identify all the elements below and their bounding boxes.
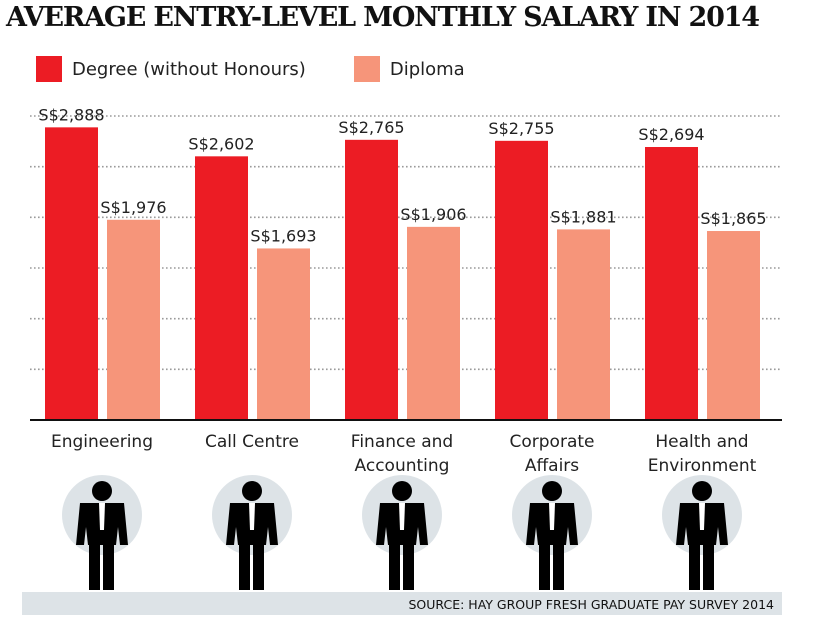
data-label: S$1,881 — [550, 207, 616, 226]
data-label: S$2,765 — [338, 118, 404, 137]
bar-degree — [195, 156, 248, 420]
bar-diploma — [107, 219, 160, 420]
engineer-figure-icon — [62, 475, 142, 590]
chart-title: AVERAGE ENTRY-LEVEL MONTHLY SALARY IN 20… — [6, 2, 760, 33]
legend-item-degree: Degree (without Honours) — [36, 56, 306, 82]
legend-swatch-diploma — [353, 56, 380, 82]
bar-diploma — [407, 226, 460, 420]
data-label: S$2,694 — [638, 125, 704, 144]
data-label: S$1,976 — [100, 198, 166, 217]
category-label: Health and — [655, 432, 748, 452]
bar-degree — [45, 127, 98, 420]
corporate-figure-icon — [512, 475, 592, 590]
data-label: S$1,693 — [250, 226, 316, 245]
data-label: S$1,906 — [400, 205, 466, 224]
category-label: Corporate — [510, 432, 595, 452]
call-centre-figure-icon — [212, 475, 292, 590]
bar-diploma — [257, 248, 310, 420]
source-note: SOURCE: HAY GROUP FRESH GRADUATE PAY SUR… — [22, 592, 782, 615]
bar-diploma — [557, 229, 610, 420]
data-label: S$2,888 — [38, 105, 104, 124]
category-label: Call Centre — [205, 432, 299, 452]
category-label: Environment — [648, 456, 757, 476]
category-label: Accounting — [355, 456, 450, 476]
category-label: Engineering — [51, 432, 153, 452]
data-label: S$2,602 — [188, 134, 254, 153]
finance-figure-icon — [362, 475, 442, 590]
category-label: Affairs — [525, 456, 579, 476]
bar-degree — [495, 140, 548, 420]
legend-item-diploma: Diploma — [353, 56, 465, 82]
legend: Degree (without Honours) Diploma — [36, 56, 513, 82]
data-label: S$1,865 — [700, 209, 766, 228]
legend-swatch-degree — [36, 56, 62, 82]
bar-diploma — [707, 231, 760, 420]
bar-degree — [345, 139, 398, 420]
bar-degree — [645, 147, 698, 420]
health-figure-icon — [662, 475, 742, 590]
category-label: Finance and — [351, 432, 453, 452]
data-label: S$2,755 — [488, 119, 554, 138]
legend-label-degree: Degree (without Honours) — [72, 58, 306, 80]
legend-label-diploma: Diploma — [389, 58, 465, 80]
